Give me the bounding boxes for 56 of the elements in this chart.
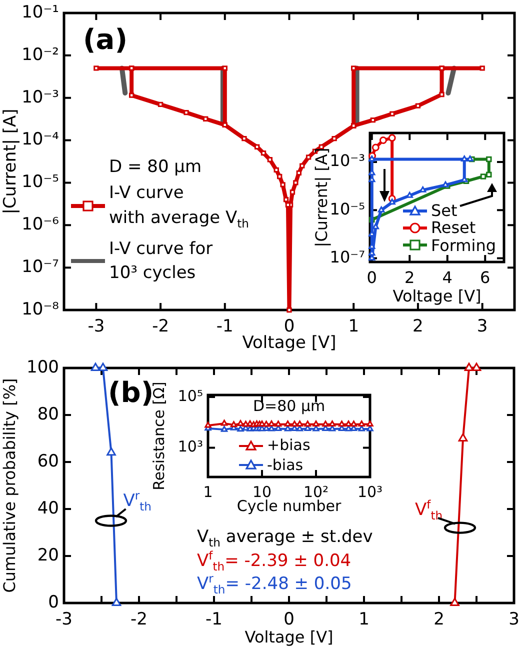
x-tick-label: 3 [508, 610, 520, 630]
x-tick-label: 1 [358, 610, 370, 630]
y-axis-title: Cumulative probability [%] [0, 378, 19, 593]
x-tick-label: 0 [366, 268, 377, 287]
annotation: V$_{th}$ average ± st.dev [197, 527, 373, 550]
y-tick-label: 10⁻² [22, 44, 59, 65]
annotation: V$^{f}$$_{th}$= -2.39 ± 0.04 [197, 548, 352, 574]
annotation: V$^{r}$$_{th}$= -2.48 ± 0.05 [197, 571, 352, 596]
annotation: (b) [108, 376, 154, 410]
x-tick-label: 10³ [357, 482, 383, 501]
annotation: (a) [83, 23, 128, 56]
x-tick-label: 2 [434, 610, 444, 630]
x-tick-label: 6 [480, 268, 490, 287]
y-tick-label: 10⁻⁴ [22, 130, 60, 150]
legend-label: Set [430, 201, 458, 220]
y-tick-label: 80 [37, 404, 59, 424]
x-tick-label: -3 [88, 316, 105, 337]
x-tick-label: 1 [203, 482, 213, 501]
x-tick-label: 3 [476, 316, 488, 337]
x-axis-title: Voltage [V] [244, 628, 334, 647]
y-tick-label: 20 [37, 545, 59, 566]
x-tick-label: 2 [412, 316, 424, 337]
y-tick-label: 10⁻⁶ [22, 214, 60, 235]
y-tick-label: 10⁻⁵ [330, 199, 365, 218]
x-tick-label: -1 [216, 316, 234, 337]
y-tick-label: 10⁻¹ [22, 2, 59, 22]
x-tick-label: -3 [56, 610, 72, 630]
y-tick-label: 40 [37, 498, 59, 518]
y-tick-label: 100 [26, 357, 59, 378]
x-axis-title: Voltage [V] [392, 286, 482, 306]
x-tick-label: -2 [130, 610, 148, 630]
x-tick-label: 2 [404, 268, 415, 287]
x-tick-label: 1 [348, 316, 360, 337]
y-tick-label: 10⁻⁸ [22, 299, 60, 320]
y-tick-label: 10⁻⁵ [22, 172, 59, 192]
y-tick-label: 10⁻⁷ [22, 256, 60, 277]
y-tick-label: 10⁻³ [330, 151, 365, 170]
x-tick-label: -2 [152, 316, 170, 337]
x-tick-label: 4 [442, 268, 452, 287]
y-tick-label: 10⁵ [178, 386, 203, 405]
y-axis-title: |Current| [A] [0, 108, 21, 214]
legend-label: I-V curve for 10³ cycles [109, 238, 213, 286]
legend-label: I-V curve with average V$_{th}$ [109, 182, 249, 231]
x-tick-label: -1 [206, 610, 222, 630]
y-tick-label: 10⁻⁷ [330, 247, 365, 266]
y-axis-title: |Current| [A] [312, 148, 331, 248]
legend-label: -bias [267, 456, 304, 475]
legend-title: D=80 µm [253, 397, 326, 416]
y-tick-label: 0 [48, 592, 59, 612]
legend-title: D = 80 µm [109, 156, 203, 179]
y-tick-label: 10⁻³ [22, 87, 59, 108]
y-tick-label: 60 [37, 451, 59, 472]
x-tick-label: 0 [284, 610, 294, 630]
legend-label: +bias [267, 436, 310, 456]
legend-label: Forming [430, 236, 496, 255]
legend-label: Reset [430, 218, 476, 238]
